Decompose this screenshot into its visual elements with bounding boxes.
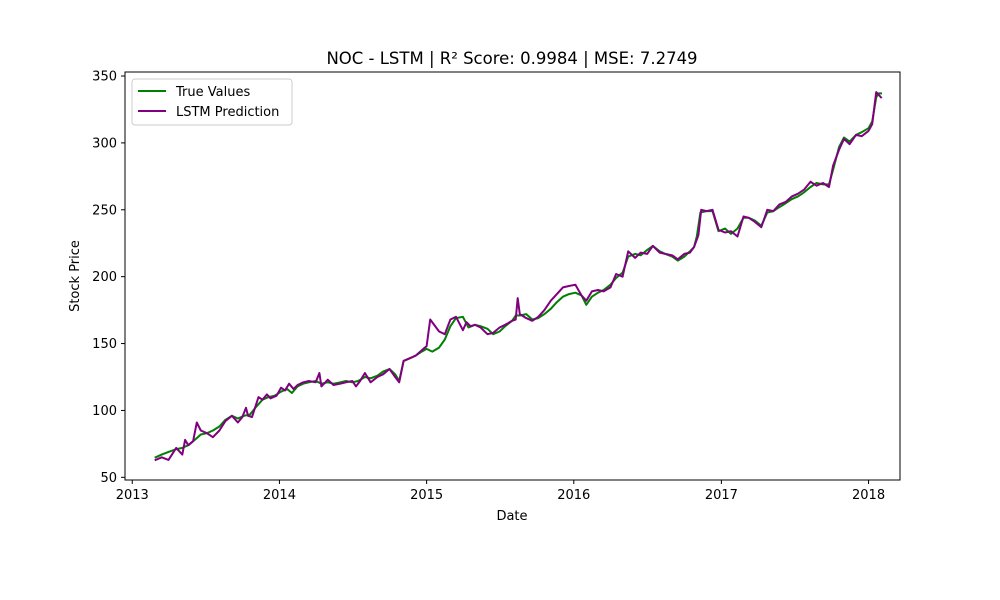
y-tick-label-200: 200 — [92, 270, 117, 285]
y-tick-label-150: 150 — [92, 337, 117, 352]
x-ticks: 2013 2014 2015 2016 2017 2018 — [116, 480, 885, 503]
y-tick-label-350: 350 — [92, 70, 117, 85]
x-tick-label-2017: 2017 — [705, 488, 738, 503]
y-ticks: 50 100 150 200 250 300 350 — [92, 70, 125, 486]
chart-title: NOC - LSTM | R² Score: 0.9984 | MSE: 7.2… — [326, 49, 697, 68]
x-tick-label-2015: 2015 — [410, 488, 443, 503]
x-tick-label-2018: 2018 — [852, 488, 885, 503]
legend-label-lstm-prediction: LSTM Prediction — [176, 105, 279, 120]
y-tick-label-50: 50 — [100, 471, 117, 486]
y-tick-label-300: 300 — [92, 136, 117, 151]
x-tick-label-2014: 2014 — [263, 488, 296, 503]
y-axis-label: Stock Price — [68, 240, 83, 312]
series-line-lstm-prediction — [154, 91, 883, 462]
y-tick-label-250: 250 — [92, 203, 117, 218]
x-tick-label-2016: 2016 — [557, 488, 590, 503]
axes-frame — [124, 71, 901, 481]
plot-area — [154, 91, 883, 462]
x-axis-label: Date — [496, 509, 527, 524]
legend-label-true-values: True Values — [175, 85, 250, 100]
y-tick-label-100: 100 — [92, 404, 117, 419]
legend: True Values LSTM Prediction — [131, 78, 293, 126]
legend-box — [131, 78, 293, 126]
x-tick-label-2013: 2013 — [116, 488, 149, 503]
